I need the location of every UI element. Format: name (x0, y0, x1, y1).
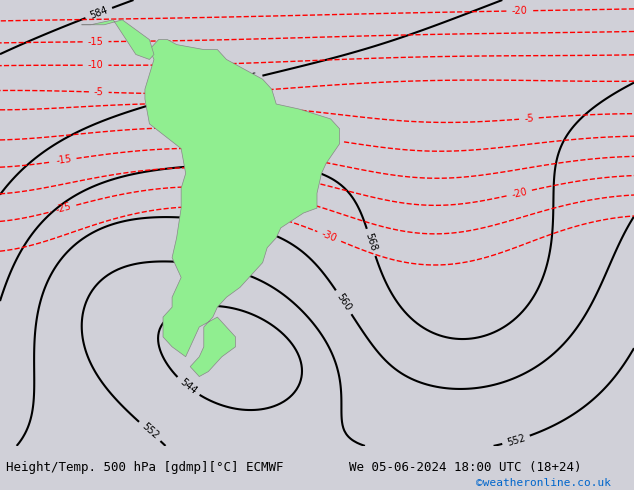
Text: 568: 568 (363, 232, 378, 253)
Text: -25: -25 (55, 201, 73, 215)
Polygon shape (145, 40, 340, 376)
Text: -10: -10 (323, 134, 340, 146)
Text: -20: -20 (511, 6, 527, 16)
Text: 544: 544 (178, 377, 198, 396)
Text: -30: -30 (320, 229, 339, 244)
Text: 560: 560 (335, 292, 353, 313)
Text: ©weatheronline.co.uk: ©weatheronline.co.uk (476, 478, 611, 488)
Text: -20: -20 (510, 186, 528, 199)
Text: We 05-06-2024 18:00 UTC (18+24): We 05-06-2024 18:00 UTC (18+24) (349, 462, 581, 474)
Text: -15: -15 (87, 37, 103, 47)
Text: 576: 576 (238, 72, 259, 86)
Text: 552: 552 (139, 421, 160, 441)
Text: Height/Temp. 500 hPa [gdmp][°C] ECMWF: Height/Temp. 500 hPa [gdmp][°C] ECMWF (6, 462, 284, 474)
Text: 552: 552 (506, 433, 527, 448)
Text: -10: -10 (87, 60, 103, 70)
Polygon shape (82, 20, 154, 59)
Text: -15: -15 (55, 154, 72, 167)
Text: -5: -5 (524, 113, 534, 124)
Text: -5: -5 (94, 87, 104, 98)
Text: 584: 584 (88, 5, 109, 21)
